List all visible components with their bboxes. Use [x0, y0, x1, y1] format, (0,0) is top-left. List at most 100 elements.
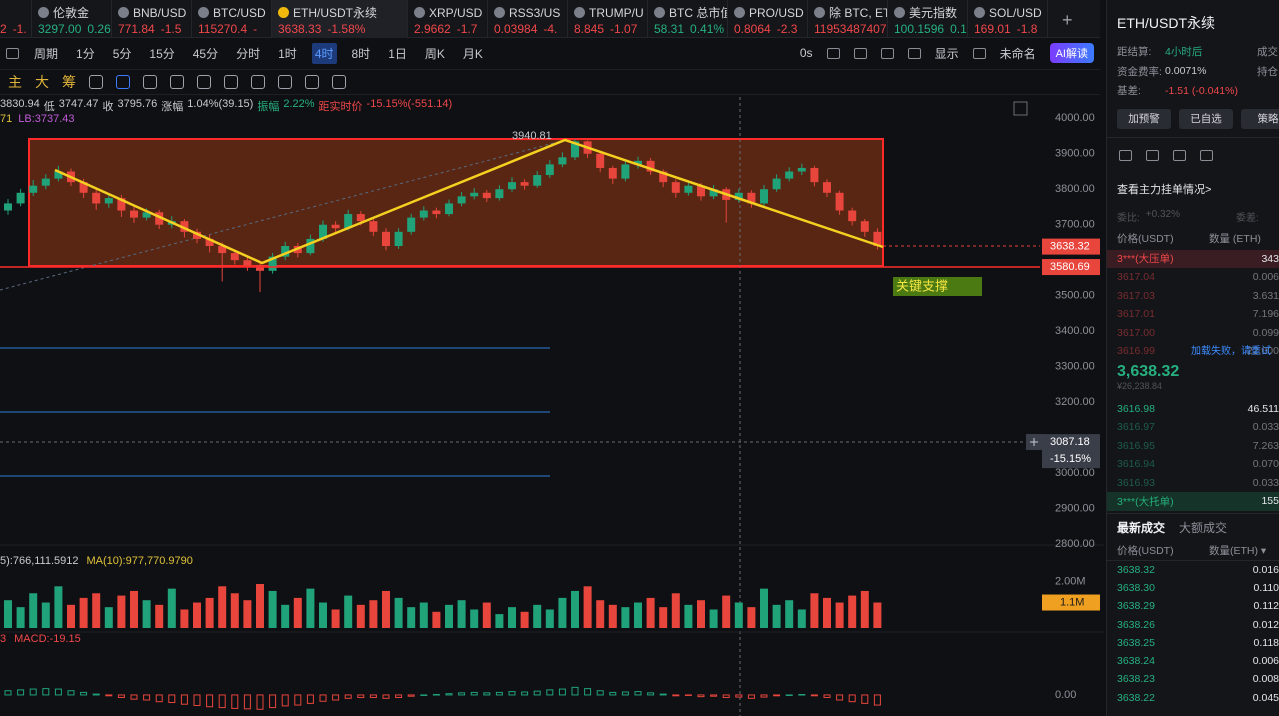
header-text: 数量(ETH) ▾: [1209, 544, 1267, 557]
macd-bar: [407, 694, 415, 697]
candle-body: [760, 189, 768, 204]
period-button[interactable]: 分时: [236, 46, 261, 61]
draw-tool[interactable]: [89, 75, 103, 89]
volume-bar: [457, 600, 466, 628]
draw-tool[interactable]: [170, 75, 184, 89]
mid-price: 3,638.32 ¥26,238.84: [1107, 361, 1279, 400]
candle-body: [596, 153, 605, 168]
period-button[interactable]: 45分: [192, 46, 219, 61]
candle-body: [445, 203, 453, 215]
tool-icon[interactable]: [907, 47, 921, 59]
volume-bar: [407, 607, 416, 628]
draw-tool[interactable]: [116, 75, 130, 89]
row-qty: 7.263: [1252, 439, 1279, 452]
candle-body: [344, 214, 353, 229]
macd-bar: [306, 694, 314, 704]
ticker-tab[interactable]: BNB/USD 771.84 -1.5: [112, 0, 192, 38]
y-tick-label: 4000.00: [1055, 112, 1095, 124]
add-tab[interactable]: +: [1062, 10, 1073, 30]
tab-name: RSS3/US: [509, 5, 561, 20]
depth-link[interactable]: 查看主力挂单情况>: [1117, 183, 1212, 196]
ticker-tab[interactable]: RSS3/US 0.03984 -4.: [488, 0, 568, 38]
candle-body: [697, 185, 705, 197]
candle-body: [671, 182, 680, 193]
draw-tool[interactable]: [251, 75, 265, 89]
ticker-tab[interactable]: SOL/USD 169.01 -1.8: [968, 0, 1048, 38]
ticker-tab[interactable]: ETH/USDT永续 3638.33 -1.58%: [272, 0, 408, 38]
ticker-tab[interactable]: BTC/USD 115270.4-: [192, 0, 272, 38]
row-qty: 0.008: [1252, 673, 1279, 686]
candle-body: [659, 171, 668, 183]
ticker-tab[interactable]: 除 BTC, ETH 总 119534874073: [808, 0, 888, 38]
panel-title: ETH/USDT永续: [1117, 15, 1215, 31]
indicator-tool[interactable]: 筹: [62, 74, 76, 90]
header-text: 价格(USDT): [1117, 232, 1174, 245]
ticker-tab[interactable]: 2 -1.: [0, 0, 32, 38]
panel-button[interactable]: 加预警: [1117, 108, 1171, 129]
period-button[interactable]: 4时: [311, 42, 337, 64]
panel-button[interactable]: 策略: [1241, 108, 1279, 129]
period-button[interactable]: 8时: [351, 46, 371, 61]
period-button[interactable]: 1时: [278, 46, 297, 61]
period-button[interactable]: 月K: [462, 46, 483, 61]
tool-icon[interactable]: [826, 47, 840, 59]
tool-icon[interactable]: [853, 47, 867, 59]
layout-menu[interactable]: 未命名: [999, 46, 1036, 61]
draw-tool[interactable]: [143, 75, 157, 89]
price-tag-text: 3638.32: [1050, 241, 1090, 253]
ticker-tab[interactable]: 美元指数 100.1596 0.13: [888, 0, 968, 38]
candle-body: [281, 246, 290, 257]
trade-tab[interactable]: 最新成交: [1117, 520, 1166, 535]
tab-name-row: SOL/USD: [974, 5, 1047, 20]
tool-icon[interactable]: [880, 47, 894, 59]
view-icon[interactable]: [1200, 149, 1213, 161]
macd-bar: [823, 694, 831, 698]
settings-icon[interactable]: [972, 47, 986, 59]
candle-body: [79, 182, 88, 193]
macd-bar: [710, 694, 718, 697]
expand-icon[interactable]: [1013, 101, 1028, 116]
view-icon[interactable]: [1146, 149, 1159, 161]
display-menu[interactable]: 显示: [934, 46, 959, 61]
row-qty: 3.631: [1252, 289, 1279, 302]
period-button[interactable]: 1分: [76, 46, 95, 61]
period-button[interactable]: 1日: [388, 46, 407, 61]
period-button[interactable]: 5分: [112, 46, 132, 61]
candle-body: [533, 175, 542, 186]
macd-bar: [722, 694, 730, 698]
row-price: 3638.32: [1117, 563, 1155, 576]
draw-tool[interactable]: [197, 75, 211, 89]
draw-tool[interactable]: [305, 75, 319, 89]
draw-tool[interactable]: [224, 75, 238, 89]
view-icon[interactable]: [1173, 149, 1186, 161]
period-menu[interactable]: 周期: [34, 46, 59, 61]
ticker-tab[interactable]: 伦敦金 3297.00 0.26%: [32, 0, 112, 38]
trade-tab[interactable]: 大额成交: [1179, 520, 1228, 535]
ticker-tab[interactable]: BTC 总市值占 58.31 0.41%: [648, 0, 728, 38]
band-text: 71: [0, 113, 13, 125]
price-tag: [1042, 434, 1100, 469]
draw-tool[interactable]: [278, 75, 292, 89]
ticker-tab[interactable]: XRP/USD 2.9662 -1.7: [408, 0, 488, 38]
ai-button[interactable]: AI解读: [1049, 43, 1094, 63]
view-icon[interactable]: [1119, 149, 1132, 161]
indicator-tool[interactable]: 大: [35, 74, 49, 90]
volume-bar: [268, 590, 277, 628]
chart-type-icon[interactable]: [6, 47, 19, 59]
panel-button[interactable]: 已自选: [1179, 108, 1233, 129]
candle-body: [457, 196, 466, 204]
ticker-tab[interactable]: PRO/USD 0.8064 -2.3: [728, 0, 808, 38]
row-qty: 155: [1261, 495, 1279, 508]
ticker-tab[interactable]: TRUMP/U 8.845 -1.07: [568, 0, 648, 38]
volume-bar: [621, 607, 630, 628]
period-button[interactable]: 15分: [149, 46, 175, 61]
countdown[interactable]: 0s: [799, 46, 813, 60]
drawing-toolbar: 主大筹: [0, 69, 1100, 95]
candles: [4, 139, 882, 710]
load-error[interactable]: 加载失败，请重试: [1191, 345, 1271, 357]
mid-price-value: 3,638.32: [1117, 362, 1180, 380]
tab-price: 0.8064: [734, 22, 771, 36]
indicator-tool[interactable]: 主: [8, 74, 22, 90]
draw-tool[interactable]: [332, 75, 346, 89]
period-button[interactable]: 周K: [424, 46, 445, 61]
